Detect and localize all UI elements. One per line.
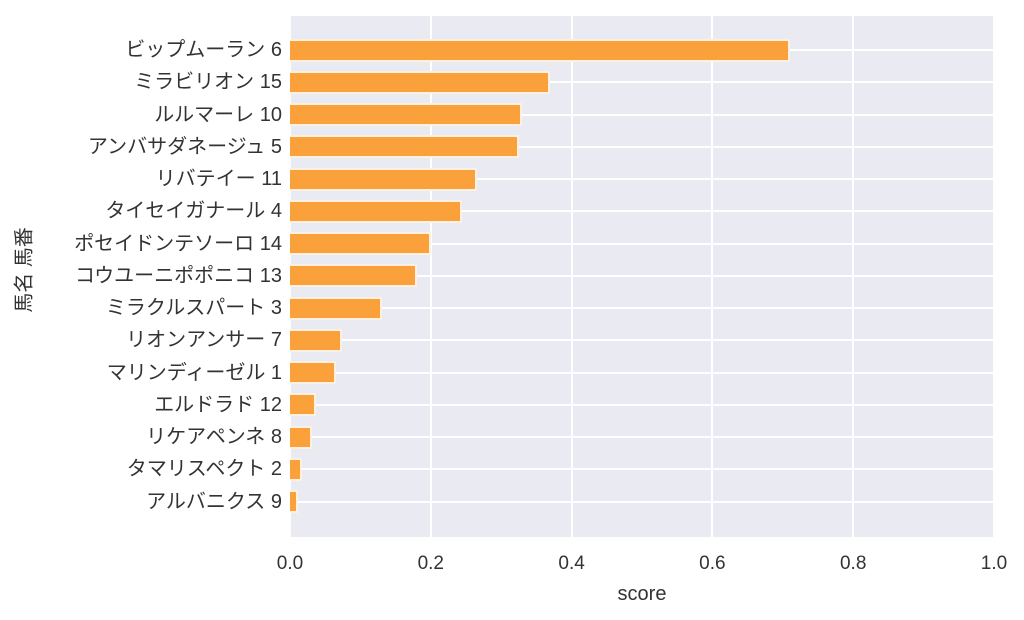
horizontal-gridline [290, 113, 994, 116]
x-axis-label: score [617, 583, 667, 605]
x-tick-label: 1.0 [980, 553, 1008, 574]
bar [290, 70, 551, 94]
y-tick-label: ポセイドンテソーロ 14 [74, 232, 282, 255]
horizontal-gridline [290, 468, 994, 471]
x-tick-label: 0.0 [276, 553, 304, 574]
y-tick-label: リオンアンサー 7 [126, 329, 282, 352]
vertical-gridline [993, 16, 995, 537]
horizontal-gridline [290, 307, 994, 309]
bar [290, 38, 790, 62]
x-tick-label: 0.6 [699, 553, 726, 574]
x-tick-label: 0.8 [839, 553, 867, 574]
horizontal-gridline [290, 371, 994, 374]
bar [290, 457, 302, 481]
y-tick-label: ミラクルスパート 3 [105, 297, 282, 319]
horizontal-gridline [290, 403, 994, 406]
bar [290, 232, 431, 255]
x-tick-label: 0.2 [417, 553, 444, 574]
y-tick-label: コウユーニポポニコ 13 [74, 264, 282, 287]
horizontal-gridline [290, 81, 994, 84]
horizontal-gridline [290, 274, 994, 277]
y-tick-label: エルドラド 12 [154, 393, 282, 416]
horizontal-gridline [290, 436, 994, 438]
bar [290, 361, 336, 384]
y-tick-label: ビップムーラン 6 [125, 39, 282, 61]
y-tick-label: アンバサダネージュ 5 [87, 135, 282, 158]
horizontal-gridline [290, 242, 994, 245]
y-tick-label: ミラビリオン 15 [134, 71, 282, 94]
y-tick-label: リバテイー 11 [155, 168, 282, 190]
bar [290, 425, 312, 449]
y-tick-label: アルバニクス 9 [146, 490, 282, 513]
horizontal-gridline [290, 178, 994, 180]
bar [290, 264, 417, 288]
bar [290, 328, 343, 352]
y-axis-label: 馬名 馬番 [13, 227, 36, 313]
y-tick-label: タイセイガナール 4 [105, 200, 282, 223]
y-tick-label: リケアペンネ 8 [146, 426, 282, 448]
bar [290, 296, 382, 320]
horizontal-gridline [290, 500, 994, 503]
bar [290, 490, 298, 513]
bar [290, 135, 519, 159]
y-tick-label: マリンディーゼル 1 [106, 361, 282, 384]
horizontal-gridline [290, 210, 994, 213]
x-tick-label: 0.4 [558, 553, 585, 574]
y-tick-label: ルルマーレ 10 [154, 103, 282, 126]
plot-area [289, 16, 995, 537]
horizontal-gridline [290, 339, 994, 342]
horizontal-gridline [290, 145, 994, 148]
y-tick-label: タマリスペクト 2 [126, 458, 282, 481]
bar [290, 393, 317, 417]
bar [290, 167, 477, 191]
bar [290, 199, 463, 223]
bar [290, 103, 523, 126]
